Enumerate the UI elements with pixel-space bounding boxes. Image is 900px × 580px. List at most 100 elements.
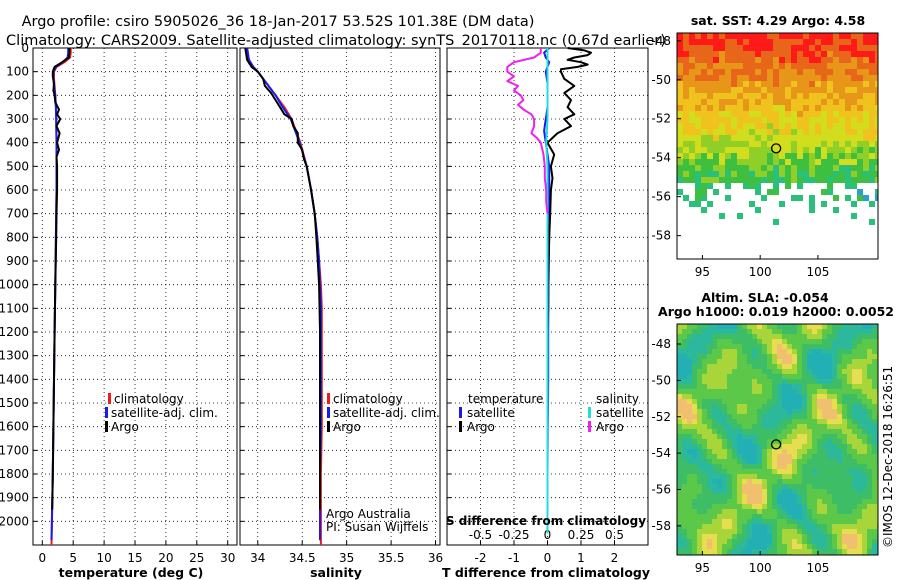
sla-cell <box>807 504 812 509</box>
sst-cell <box>791 57 797 63</box>
series-line-s-satellite <box>545 48 549 534</box>
sla-cell <box>837 524 842 529</box>
sla-cell <box>772 359 777 364</box>
sst-cell <box>785 51 791 57</box>
sla-cell <box>682 399 687 404</box>
sla-cell <box>737 354 742 359</box>
sst-cell <box>851 87 857 93</box>
sla-cell <box>712 499 717 504</box>
sst-cell <box>689 135 695 141</box>
sst-cell <box>749 45 755 51</box>
sst-cell <box>701 171 707 177</box>
sla-cell <box>727 544 732 549</box>
sst-cell <box>725 105 731 111</box>
sla-cell <box>737 514 742 519</box>
sst-cell <box>773 93 779 99</box>
sst-cell <box>797 153 803 159</box>
sla-cell <box>837 519 842 524</box>
sst-cell <box>833 69 839 75</box>
sst-cell <box>695 135 701 141</box>
sla-cell <box>832 349 837 354</box>
sla-cell <box>837 399 842 404</box>
sla-cell <box>757 484 762 489</box>
sla-cell <box>767 439 772 444</box>
sla-cell <box>847 409 852 414</box>
sla-cell <box>752 549 757 554</box>
sst-cell <box>755 39 761 45</box>
sst-cell <box>845 165 851 171</box>
sst-cell <box>797 75 803 81</box>
sla-cell <box>722 384 727 389</box>
sst-cell <box>719 159 725 165</box>
sst-cell <box>695 165 701 171</box>
sla-cell <box>812 379 817 384</box>
sst-cell <box>839 99 845 105</box>
sst-cell <box>875 177 878 183</box>
sst-cell <box>713 87 719 93</box>
sst-cell <box>743 51 749 57</box>
sst-cell <box>731 99 737 105</box>
sst-cell <box>677 159 683 165</box>
sla-cell <box>802 509 807 514</box>
sla-cell <box>792 389 797 394</box>
sst-cell <box>785 63 791 69</box>
sla-cell <box>867 374 872 379</box>
sla-cell <box>772 529 777 534</box>
sla-cell <box>837 549 842 554</box>
sst-cell <box>815 177 821 183</box>
sla-cell <box>782 514 787 519</box>
sst-cell <box>797 183 803 189</box>
sla-cell <box>752 524 757 529</box>
sla-cell <box>742 444 747 449</box>
sla-cell <box>692 414 697 419</box>
sst-cell <box>821 189 827 195</box>
sla-cell <box>732 539 737 544</box>
sla-cell <box>687 354 692 359</box>
sst-cell <box>761 81 767 87</box>
sst-cell <box>755 189 761 195</box>
sla-cell <box>832 339 837 344</box>
sla-cell <box>827 449 832 454</box>
sst-cell <box>731 75 737 81</box>
sst-cell <box>797 87 803 93</box>
x-tick-label: 15 <box>127 551 142 565</box>
sla-cell <box>792 479 797 484</box>
sla-cell <box>707 409 712 414</box>
sst-cell <box>725 81 731 87</box>
sst-cell <box>833 135 839 141</box>
sla-cell <box>772 414 777 419</box>
sla-cell <box>732 359 737 364</box>
depth-tick-label: 1000 <box>0 278 29 292</box>
sst-cell <box>725 45 731 51</box>
sla-cell <box>767 369 772 374</box>
legend-label-s-argo: Argo <box>596 420 624 434</box>
sst-cell <box>743 39 749 45</box>
sla-cell <box>787 529 792 534</box>
sla-cell <box>682 339 687 344</box>
sla-cell <box>802 524 807 529</box>
sla-cell <box>852 329 857 334</box>
sla-cell <box>832 409 837 414</box>
sla-cell <box>787 459 792 464</box>
legend-swatch-satellite <box>105 407 108 418</box>
sla-cell <box>742 494 747 499</box>
sla-cell <box>797 344 802 349</box>
sla-cell <box>717 339 722 344</box>
sst-cell <box>683 81 689 87</box>
sla-cell <box>757 449 762 454</box>
sla-cell <box>817 519 822 524</box>
sla-cell <box>767 399 772 404</box>
sla-cell <box>792 429 797 434</box>
sla-cell <box>787 364 792 369</box>
sla-cell <box>862 404 867 409</box>
sst-cell <box>827 123 833 129</box>
sst-cell <box>827 189 833 195</box>
depth-tick-label: 300 <box>6 112 29 126</box>
sla-cell <box>812 354 817 359</box>
sst-cell <box>797 63 803 69</box>
sst-cell <box>815 117 821 123</box>
sst-cell <box>695 51 701 57</box>
sla-cell <box>762 519 767 524</box>
sla-cell <box>812 484 817 489</box>
sst-cell <box>803 57 809 63</box>
